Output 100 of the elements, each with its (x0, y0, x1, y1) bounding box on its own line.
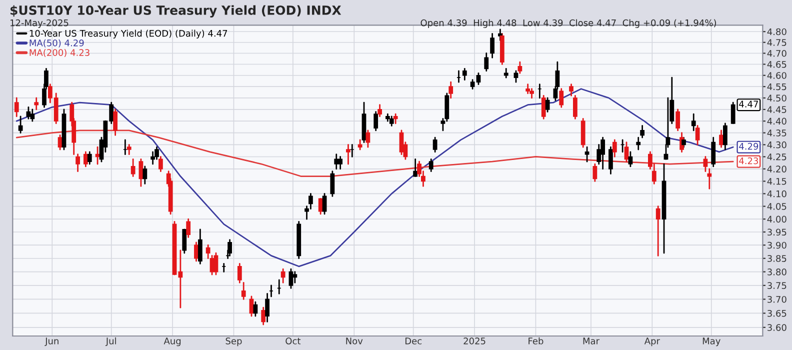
candlestick (393, 113, 398, 124)
line-series (16, 88, 734, 268)
candlestick (484, 52, 489, 72)
candlestick (592, 163, 598, 182)
candlestick (292, 271, 298, 284)
y-tick-label: 4.30 (767, 141, 786, 148)
candlestick (322, 192, 327, 215)
x-tick-label: Jul (105, 337, 116, 346)
candlestick (346, 144, 350, 165)
candlestick (707, 168, 712, 190)
candlestick (308, 192, 313, 210)
y-tick-label: 4.40 (767, 118, 786, 125)
x-tick-label: Mar (583, 338, 600, 344)
candlestick (624, 142, 629, 162)
candlestick (18, 116, 23, 134)
candlestick (518, 61, 522, 74)
candlestick (711, 136, 716, 168)
candlestick (608, 146, 613, 175)
candlestick (265, 292, 270, 322)
y-tick-label: 4.60 (767, 72, 786, 79)
candlestick (130, 158, 136, 177)
y-tick-label: 3.80 (768, 268, 786, 276)
y-tick-label: 3.85 (768, 255, 786, 262)
candlestick (462, 68, 467, 81)
annotation: 4.29 (739, 142, 758, 150)
candlestick (194, 242, 198, 262)
x-tick-label: Dec (405, 338, 422, 344)
candlestick (612, 139, 617, 158)
candlestick (389, 116, 394, 126)
candlestick (682, 136, 686, 148)
y-tick-label: 3.70 (768, 296, 786, 303)
x-tick-label: Apr (644, 338, 660, 346)
y-tick-label: 4.65 (767, 60, 786, 68)
candlestick (330, 170, 335, 197)
y-tick-label: 4.10 (767, 190, 786, 198)
y-tick-label: 4.55 (767, 83, 786, 90)
annotation: Open 4.39 High 4.48 Low 4.39 Close 4.47 Chg +0.09 (+1.94%) (420, 19, 716, 28)
candlestick (237, 263, 242, 284)
candlestick (378, 104, 382, 118)
candlestick (84, 151, 88, 168)
chart-title: $UST10Y 10-Year US Treasury Yield (EOD) INDX (10, 5, 342, 18)
candlestick (318, 198, 323, 215)
candlestick (580, 118, 586, 148)
candlestick (142, 166, 148, 184)
y-tick-label: 3.75 (768, 282, 786, 289)
candlestick (158, 156, 163, 172)
candlestick (569, 84, 574, 96)
x-tick-label: Feb (528, 337, 544, 344)
candlestick (695, 125, 700, 146)
candlestick (198, 228, 202, 264)
x-tick-label: Aug (164, 338, 181, 346)
legend-label: MA(50) 4.29 (30, 39, 84, 48)
candlestick (338, 156, 343, 170)
y-tick-label: 4.20 (767, 166, 786, 172)
y-tick-label: 4.15 (767, 178, 786, 185)
y-tick-label: 4.75 (767, 39, 786, 46)
y-tick-label: 4.45 (767, 106, 786, 114)
y-tick-label: 4.05 (767, 203, 786, 210)
candlestick (76, 154, 80, 172)
y-tick-label: 4.80 (767, 28, 786, 36)
candlestick (280, 268, 286, 284)
y-tick-label: 4.70 (767, 50, 786, 57)
candlestick (186, 218, 191, 238)
x-tick-label: Nov (346, 338, 363, 344)
x-tick-label: Sep (226, 338, 242, 346)
annotation: 4.23 (739, 157, 758, 164)
candlestick (600, 136, 606, 170)
candlestick (334, 154, 339, 170)
candlestick (691, 113, 696, 132)
y-tick-label: 4.50 (767, 94, 786, 102)
y-tick-label: 4.00 (767, 216, 786, 223)
candlestick (261, 306, 266, 326)
candlestick (490, 33, 494, 58)
x-tick-label: Oct (286, 338, 301, 344)
candlestick (628, 151, 633, 168)
candlestick (428, 158, 434, 172)
y-tick-label: 3.90 (768, 242, 786, 249)
candlestick (526, 84, 530, 94)
y-tick-label: 3.95 (768, 228, 786, 236)
candlestick (58, 134, 62, 150)
candlestick (228, 239, 232, 256)
y-tick-label: 4.35 (767, 130, 786, 136)
candlestick (253, 301, 258, 317)
candlestick (476, 72, 481, 86)
annotation: 4.47 (739, 100, 758, 108)
candlestick (545, 97, 550, 112)
candlestick (703, 156, 708, 172)
candlestick (34, 97, 39, 110)
x-tick-label: 2025 (464, 338, 486, 344)
candlestick (126, 144, 132, 156)
candlestick (87, 151, 92, 165)
candlestick (448, 81, 454, 99)
candlestick (559, 88, 564, 108)
candlestick (374, 111, 378, 132)
candlestick (656, 206, 660, 256)
candlestick (288, 268, 294, 289)
chart-subtitle: 12-May-2025 (10, 19, 68, 28)
candlestick (636, 136, 641, 150)
candlestick (182, 228, 187, 254)
candlestick (541, 94, 546, 120)
